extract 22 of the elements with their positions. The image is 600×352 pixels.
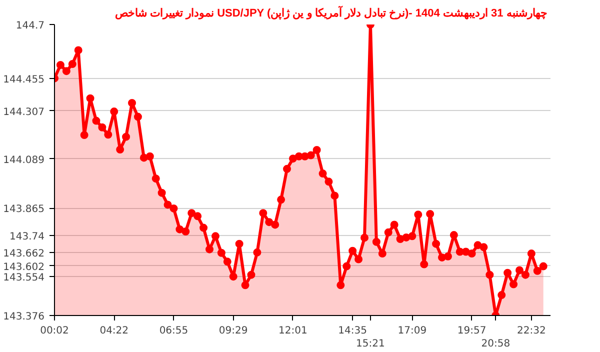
y-tick-label: 143.662 xyxy=(3,248,45,260)
y-tick-label: 143.602 xyxy=(3,262,45,273)
y-tick-label: 144.455 xyxy=(3,74,45,86)
y-tick-label: 143.554 xyxy=(3,272,45,284)
y-tick-label: 144.307 xyxy=(3,106,45,118)
x-tick-label: 09:29 xyxy=(218,326,248,336)
y-tick-label: 144.7 xyxy=(16,20,45,32)
chart-title: نمودار تغییرات شاخص USD/JPY (نرخ تبادل دلار آمریکا و ین ژاپن)- چهارشنبه 31 اردیبهشت 1404 xyxy=(114,6,548,20)
x-tick-label: 04:22 xyxy=(100,326,129,336)
x-tick-label: 20:58 xyxy=(481,338,510,350)
x-tick-label: 00:02 xyxy=(40,326,69,336)
x-tick-label: 19:57 xyxy=(457,326,486,336)
y-tick-label: 143.865 xyxy=(3,204,45,216)
x-tick-label: 12:01 xyxy=(278,326,308,336)
x-tick-label: 15:21 xyxy=(356,338,385,350)
x-tick-label: 17:09 xyxy=(398,326,427,336)
y-tick-label: 143.74 xyxy=(10,231,45,242)
y-tick-label: 144.089 xyxy=(3,154,45,166)
x-tick-label: 14:35 xyxy=(338,326,367,336)
y-tick-label: 143.376 xyxy=(3,312,45,322)
x-tick-label: 06:55 xyxy=(159,326,188,336)
x-tick-label: 22:32 xyxy=(517,326,546,336)
